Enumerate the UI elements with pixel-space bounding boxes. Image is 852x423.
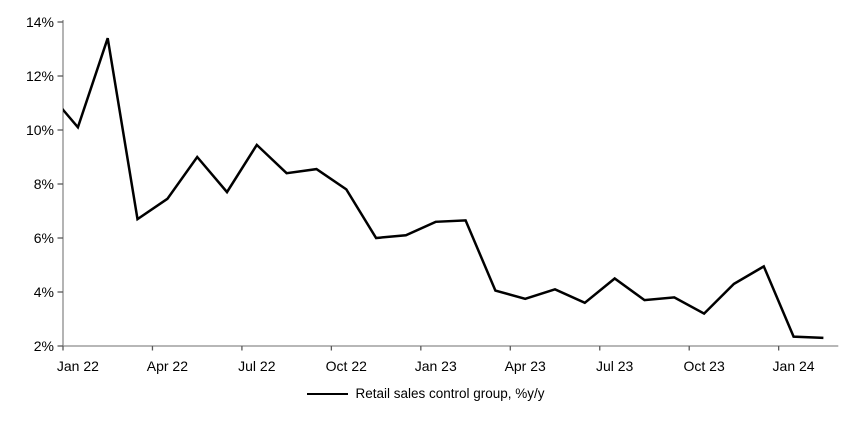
x-axis-tick-label: Jan 23: [415, 358, 457, 374]
x-axis-tick-label: Jul 23: [596, 358, 634, 374]
y-axis-tick-label: 6%: [34, 230, 54, 246]
x-axis-tick-label: Jan 24: [773, 358, 815, 374]
y-axis-tick-label: 12%: [26, 68, 54, 84]
x-axis-tick-label: Apr 23: [505, 358, 546, 374]
y-axis-tick-label: 4%: [34, 284, 54, 300]
legend-line-swatch: [307, 392, 349, 395]
x-axis-tick-label: Jul 22: [238, 358, 276, 374]
y-axis: 2% 4% 6% 8% 10% 12% 14%: [26, 14, 63, 354]
legend-label: Retail sales control group, %y/y: [355, 386, 545, 401]
x-axis-tick-label: Oct 22: [326, 358, 367, 374]
y-axis-tick-label: 10%: [26, 122, 54, 138]
y-axis-tick-label: 2%: [34, 338, 54, 354]
y-axis-tick-label: 8%: [34, 176, 54, 192]
x-axis-tick-label: Jan 22: [57, 358, 99, 374]
x-axis: Jan 22 Apr 22 Jul 22 Oct 22 Jan 23 Apr 23 Jul …: [57, 346, 815, 374]
x-axis-tick-label: Oct 23: [683, 358, 724, 374]
data-series: [63, 37, 824, 340]
legend: Retail sales control group, %y/y: [0, 386, 852, 401]
x-axis-tick-label: Apr 22: [147, 358, 188, 374]
y-axis-tick-label: 14%: [26, 14, 54, 30]
data-line: [63, 37, 824, 340]
